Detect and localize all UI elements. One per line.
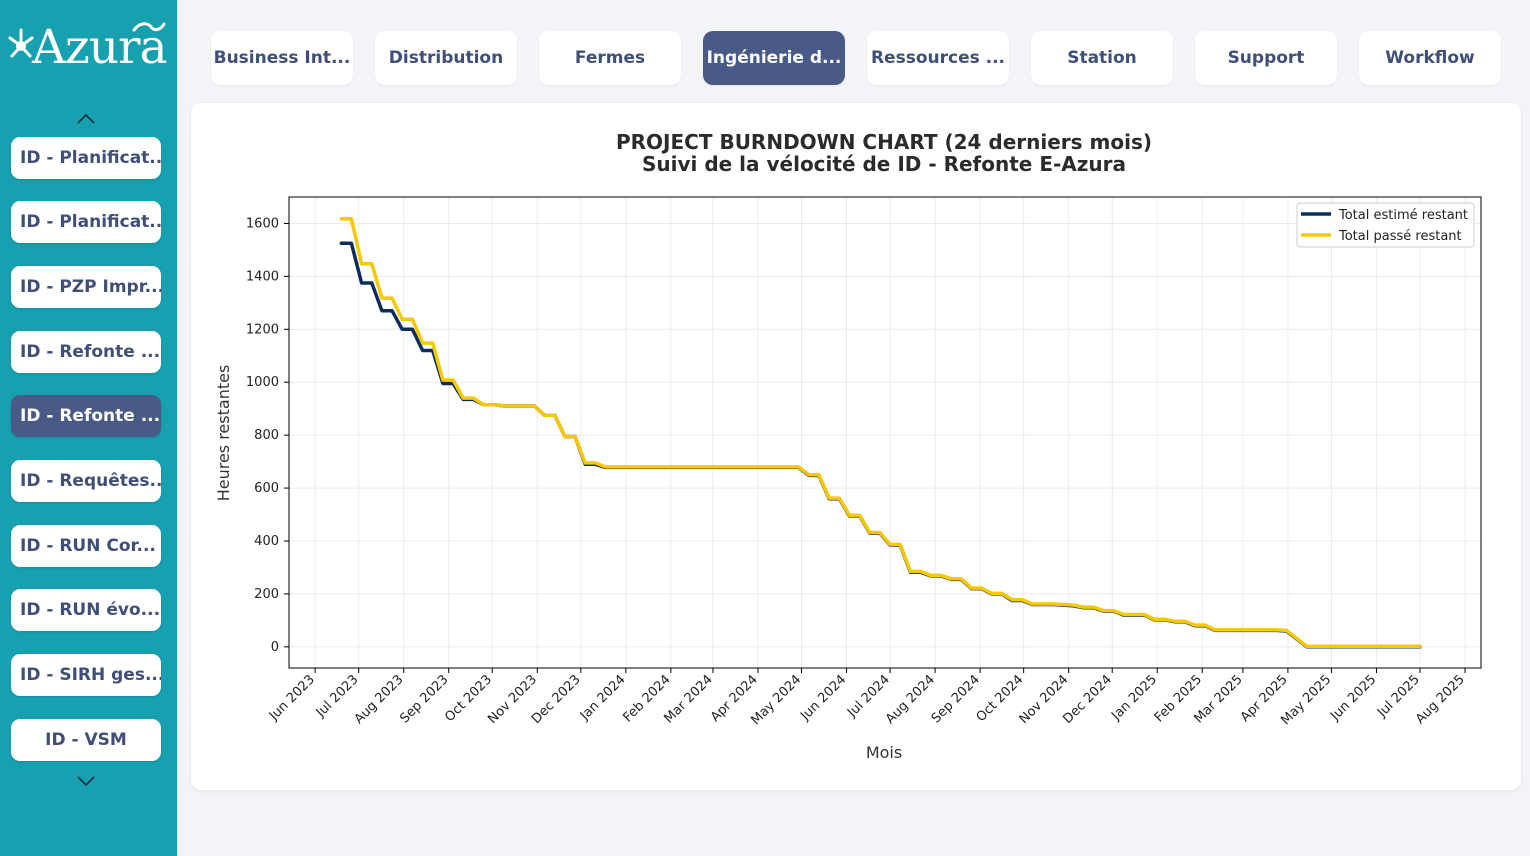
y-tick-label: 1200 [246, 322, 279, 337]
legend-label-estimated: Total estimé restant [1338, 208, 1468, 223]
wave-icon [132, 22, 166, 32]
chevron-down-icon[interactable] [76, 774, 96, 788]
sidebar-item-run-evo[interactable]: ID - RUN évo... [11, 589, 161, 631]
series-line-past [339, 216, 1422, 649]
sidebar: Azura ID - Planificat... ID - Planificat… [0, 0, 177, 856]
plot-frame [288, 196, 1482, 669]
y-axis-label: Heures restantes [214, 365, 233, 502]
y-tick-label: 1600 [246, 216, 279, 231]
chart-title: PROJECT BURNDOWN CHART (24 derniers mois… [616, 130, 1152, 154]
y-tick-label: 1400 [246, 269, 279, 284]
sidebar-item-run-cor[interactable]: ID - RUN Cor... [11, 525, 161, 567]
sun-icon [8, 28, 34, 58]
sidebar-item-pzp[interactable]: ID - PZP Impr... [11, 266, 161, 308]
sidebar-item-requetes[interactable]: ID - Requêtes... [11, 460, 161, 502]
series-line-estimated [339, 241, 1422, 649]
logo-text: Azura [32, 20, 167, 75]
y-tick-label: 800 [254, 428, 279, 443]
legend-box [1296, 202, 1475, 248]
chart-card: 0 200 400 600 800 1000 1200 1400 1600 Jun 2023 Jul… [191, 103, 1521, 790]
x-tick-label: Jun 2023 [266, 672, 318, 724]
sidebar-item-planification-2[interactable]: ID - Planificat... [11, 201, 161, 243]
tab-workflow[interactable]: Workflow [1359, 31, 1501, 85]
chart-subtitle: Suivi de la vélocité de ID - Refonte E-A… [642, 152, 1126, 176]
sidebar-item-sirh[interactable]: ID - SIRH ges... [11, 654, 161, 696]
y-tick-label: 400 [254, 534, 279, 549]
y-tick-label: 600 [254, 481, 279, 496]
tab-station[interactable]: Station [1031, 31, 1173, 85]
x-tick-label: Sep 2024 [929, 672, 983, 726]
sidebar-item-planification-1[interactable]: ID - Planificat... [11, 137, 161, 179]
x-tick-label: Sep 2023 [397, 672, 451, 726]
y-tick-label: 200 [254, 587, 279, 602]
azura-logo: Azura [8, 16, 168, 80]
x-tick-label: Jun 2025 [1327, 672, 1379, 724]
tab-business-intelligence[interactable]: Business Int... [211, 31, 353, 85]
x-tick-label: Aug 2023 [352, 672, 407, 727]
x-tick-label: Aug 2025 [1413, 672, 1468, 727]
y-tick-label: 1000 [246, 375, 279, 390]
sidebar-item-refonte-1[interactable]: ID - Refonte ... [11, 331, 161, 373]
x-axis-label: Mois [866, 743, 902, 762]
tab-distribution[interactable]: Distribution [375, 31, 517, 85]
chart-legend: Total estimé restant Total passé restant [1296, 202, 1475, 248]
tab-ressources[interactable]: Ressources ... [867, 31, 1009, 85]
y-tick-label: 0 [271, 640, 279, 655]
x-tick-label: Aug 2024 [883, 672, 938, 727]
chevron-up-icon[interactable] [76, 112, 96, 126]
sidebar-item-refonte-2[interactable]: ID - Refonte ... [11, 395, 161, 437]
x-tick-label: Jun 2024 [797, 672, 849, 724]
sidebar-item-vsm[interactable]: ID - VSM [11, 719, 161, 761]
tab-support[interactable]: Support [1195, 31, 1337, 85]
tab-fermes[interactable]: Fermes [539, 31, 681, 85]
legend-label-past: Total passé restant [1338, 229, 1462, 244]
tab-ingenierie[interactable]: Ingénierie d... [703, 31, 845, 85]
